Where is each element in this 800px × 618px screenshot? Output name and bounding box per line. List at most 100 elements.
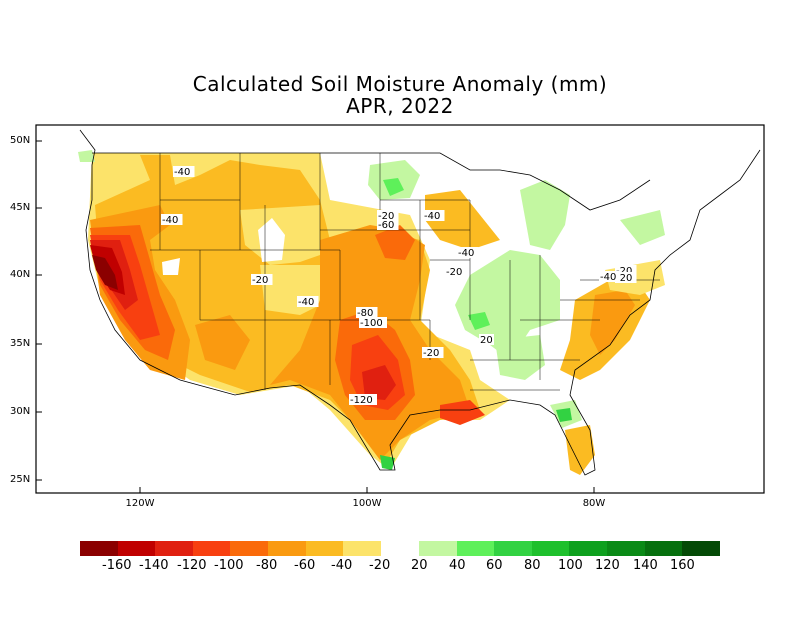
contour-label-14: -20 xyxy=(423,348,439,359)
legend-negative-swatch-0 xyxy=(80,541,118,556)
region-darkest-red-california xyxy=(92,255,118,290)
legend-positive-label-7: 160 xyxy=(670,558,695,573)
lat-tick-50n: 50N xyxy=(10,135,31,146)
legend-positive-label-5: 120 xyxy=(595,558,620,573)
contour-label-bg-13 xyxy=(359,317,387,328)
region-green-florida xyxy=(556,408,572,422)
legend-negative-label-1: -140 xyxy=(139,558,169,573)
contour-label-1: -40 xyxy=(162,215,178,226)
legend-negative-swatch-3 xyxy=(192,541,231,556)
legend-positive-swatch-7 xyxy=(682,541,720,556)
contour-label-8: -20 xyxy=(616,266,632,277)
contour-label-10: -20 xyxy=(616,273,632,284)
contour-label-bg-4 xyxy=(377,219,399,230)
region-white-nevada xyxy=(162,258,180,275)
legend-negative-swatch-5 xyxy=(267,541,306,556)
legend-negative-swatch-6 xyxy=(305,541,344,556)
lon-tick-100w: 100W xyxy=(352,498,382,509)
contour-label-bg-5 xyxy=(423,210,445,221)
region-green-arkansas xyxy=(468,312,490,330)
lat-tick-25n: 25N xyxy=(10,474,31,485)
region-light-green-midwest xyxy=(455,250,560,360)
legend-negative-label-7: -20 xyxy=(369,558,391,573)
us-outline xyxy=(79,129,761,476)
legend-positive-label-4: 100 xyxy=(558,558,583,573)
contour-label-bg-7 xyxy=(445,266,467,277)
legend-negative xyxy=(80,541,381,556)
ticks xyxy=(36,140,595,493)
region-orange-minnesota xyxy=(425,190,500,250)
region-red-orange-gulf xyxy=(440,400,485,425)
contour-label-bg-0 xyxy=(173,166,195,177)
contour-label-12: -80 xyxy=(357,308,373,319)
legend-positive-swatch-4 xyxy=(569,541,607,556)
contour-label-2: -20 xyxy=(252,275,268,286)
contour-label-bg-15 xyxy=(479,334,494,345)
legend-positive-swatch-5 xyxy=(606,541,645,556)
contour-label-0: -40 xyxy=(174,167,190,178)
contour-label-bg-12 xyxy=(356,307,378,318)
region-light-green-cascades xyxy=(78,150,95,162)
contour-label-13: -100 xyxy=(360,318,383,329)
contour-label-15: 20 xyxy=(480,335,493,346)
lon-tick-120w: 120W xyxy=(125,498,155,509)
legend-positive-swatch-3 xyxy=(531,541,570,556)
contour-label-bg-14 xyxy=(422,347,444,358)
region-green-dakota xyxy=(383,178,404,196)
contour-label-bg-3 xyxy=(377,210,399,221)
region-orange-florida xyxy=(565,425,595,475)
legend-positive-label-1: 40 xyxy=(449,558,466,573)
lat-tick-45n: 45N xyxy=(10,202,31,213)
contour-label-11: -40 xyxy=(600,272,616,283)
legend-negative-label-4: -80 xyxy=(256,558,278,573)
legend-positive-swatch-0 xyxy=(419,541,457,556)
contour-label-bg-2 xyxy=(251,274,273,285)
legend-negative-label-0: -160 xyxy=(102,558,132,573)
contour-label-bg-11 xyxy=(599,271,621,282)
legend-positive-swatch-6 xyxy=(644,541,683,556)
contour-label-bg-8 xyxy=(615,265,637,276)
region-green-texas-tip xyxy=(380,455,395,470)
region-dark-orange-carolinas xyxy=(590,290,635,355)
region-red-texas xyxy=(362,365,396,400)
contour-labels: -40-40-20-20-60-40-40-20 -20-40-20-40-80-… xyxy=(161,166,637,406)
legend-negative-swatch-2 xyxy=(155,541,193,556)
contour-label-4: -60 xyxy=(378,220,394,231)
contour-label-7: -20 xyxy=(446,267,462,278)
legend-negative-swatch-7 xyxy=(343,541,381,556)
contour-label-bg-1 xyxy=(161,214,183,225)
canada-border xyxy=(92,152,651,211)
region-light-green-south xyxy=(495,335,545,380)
legend-positive-label-0: 20 xyxy=(411,558,428,573)
legend-negative-swatch-4 xyxy=(230,541,268,556)
legend-negative-label-3: -100 xyxy=(214,558,244,573)
legend-positive-label-3: 80 xyxy=(524,558,541,573)
legend-negative-label-2: -120 xyxy=(177,558,207,573)
lon-tick-80w: 80W xyxy=(582,498,606,509)
lat-tick-35n: 35N xyxy=(10,338,31,349)
legend-positive xyxy=(419,541,720,556)
lat-tick-40n: 40N xyxy=(10,269,31,280)
contour-label-bg-16 xyxy=(349,394,377,405)
map-frame xyxy=(35,124,765,494)
contour-label-3: -20 xyxy=(378,211,394,222)
contour-label-bg-9 xyxy=(457,247,479,258)
legend-positive-label-2: 60 xyxy=(486,558,503,573)
legend-negative-label-6: -40 xyxy=(331,558,353,573)
lat-tick-30n: 30N xyxy=(10,406,31,417)
region-dark-orange-nebraska xyxy=(375,225,415,260)
map-title: Calculated Soil Moisture Anomaly (mm) xyxy=(192,72,608,96)
legend-positive-swatch-1 xyxy=(456,541,495,556)
legend-positive-label-6: 140 xyxy=(633,558,658,573)
region-light-green-michigan xyxy=(520,180,570,250)
region-orange-utah xyxy=(195,315,250,370)
contour-label-9: -40 xyxy=(458,248,474,259)
contour-label-6: -40 xyxy=(298,297,314,308)
legend-negative-swatch-1 xyxy=(117,541,156,556)
legend-negative-label-5: -60 xyxy=(294,558,316,573)
contour-label-bg-6 xyxy=(297,296,319,307)
contour-label-16: -120 xyxy=(350,395,373,406)
contour-label-bg-10 xyxy=(615,272,637,283)
region-light-green-northeast xyxy=(620,210,665,245)
